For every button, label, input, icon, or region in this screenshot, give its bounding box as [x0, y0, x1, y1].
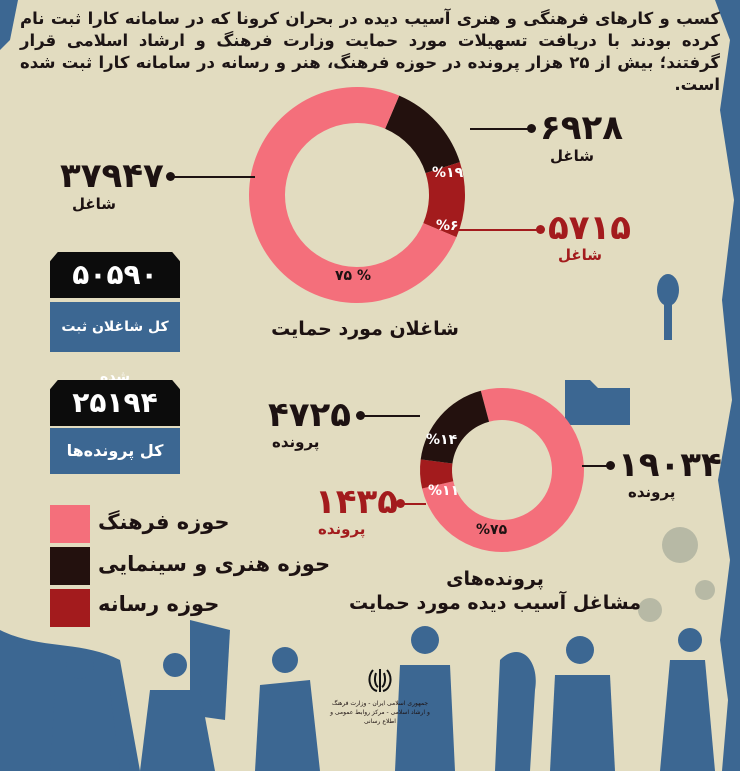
ministry-logo: جمهوری اسلامی ایران - وزارت فرهنگ و ارشا… — [330, 665, 430, 726]
legend-label-media: حوزه رسانه — [98, 592, 220, 616]
unit-label: شاغل — [72, 195, 117, 213]
value-art-files: ۴۷۲۵ — [268, 395, 352, 435]
leader-line — [470, 128, 530, 130]
legend-label-art: حوزه هنری و سینمایی — [98, 552, 331, 576]
unit-label: شاغل — [558, 246, 603, 264]
donut-chart-files — [420, 388, 584, 552]
donut-chart-employees — [249, 86, 465, 304]
total-employees-label: کل شاغلان ثبت شده — [50, 302, 180, 385]
pct-label-media: %۶ — [436, 218, 459, 234]
legend-swatch-media — [50, 589, 90, 627]
unit-label: پرونده — [318, 520, 366, 538]
value-art-employees: ۶۹۲۸ — [540, 108, 624, 148]
chart-title-files-line1: پرونده‌های — [446, 568, 544, 590]
leader-line — [582, 465, 608, 467]
pct-label-art: %۱۴ — [426, 432, 458, 448]
logo-text: جمهوری اسلامی ایران - وزارت فرهنگ و ارشا… — [330, 700, 430, 725]
unit-label: پرونده — [272, 433, 320, 451]
legend-label-culture: حوزه فرهنگ — [98, 510, 230, 534]
leader-dot — [536, 225, 545, 234]
slice-culture — [422, 388, 584, 552]
leader-dot — [606, 461, 615, 470]
legend-swatch-art — [50, 547, 90, 585]
total-employees-value: ۵۰۵۹۰ — [50, 252, 180, 298]
slice-culture — [249, 86, 457, 304]
slice-media — [420, 459, 454, 489]
unit-label: شاغل — [550, 147, 595, 165]
pct-label-media: %۱۱ — [428, 483, 460, 499]
value-media-files: ۱۴۳۵ — [315, 482, 399, 522]
leader-dot — [527, 124, 536, 133]
value-culture-files: ۱۹۰۳۴ — [618, 445, 722, 485]
leader-line — [456, 229, 538, 231]
legend-swatch-culture — [50, 505, 90, 543]
unit-label: پرونده — [628, 483, 676, 501]
pct-label-culture: %۷۵ — [476, 522, 508, 538]
slice-art-cinema — [385, 95, 460, 174]
pct-label-culture: % ۷۵ — [335, 268, 371, 284]
total-files-label: کل پرونده‌ها — [50, 428, 180, 474]
leader-line — [170, 176, 255, 178]
slice-art-cinema — [420, 390, 490, 464]
pct-label-art: %۱۹ — [432, 165, 464, 181]
value-culture-employees: ۳۷۹۴۷ — [60, 156, 164, 196]
iran-emblem-icon — [368, 669, 392, 692]
leader-line — [360, 415, 420, 417]
value-media-employees: ۵۷۱۵ — [548, 208, 632, 248]
slice-media — [423, 162, 465, 238]
total-files-value: ۲۵۱۹۴ — [50, 380, 180, 426]
header-text: کسب و کارهای فرهنگی و هنری آسیب دیده در … — [20, 9, 721, 94]
leader-line — [400, 503, 426, 505]
chart-title-files-line2: مشاغل آسیب دیده مورد حمایت — [349, 592, 641, 614]
chart-title-employees: شاغلان مورد حمایت — [271, 318, 459, 340]
